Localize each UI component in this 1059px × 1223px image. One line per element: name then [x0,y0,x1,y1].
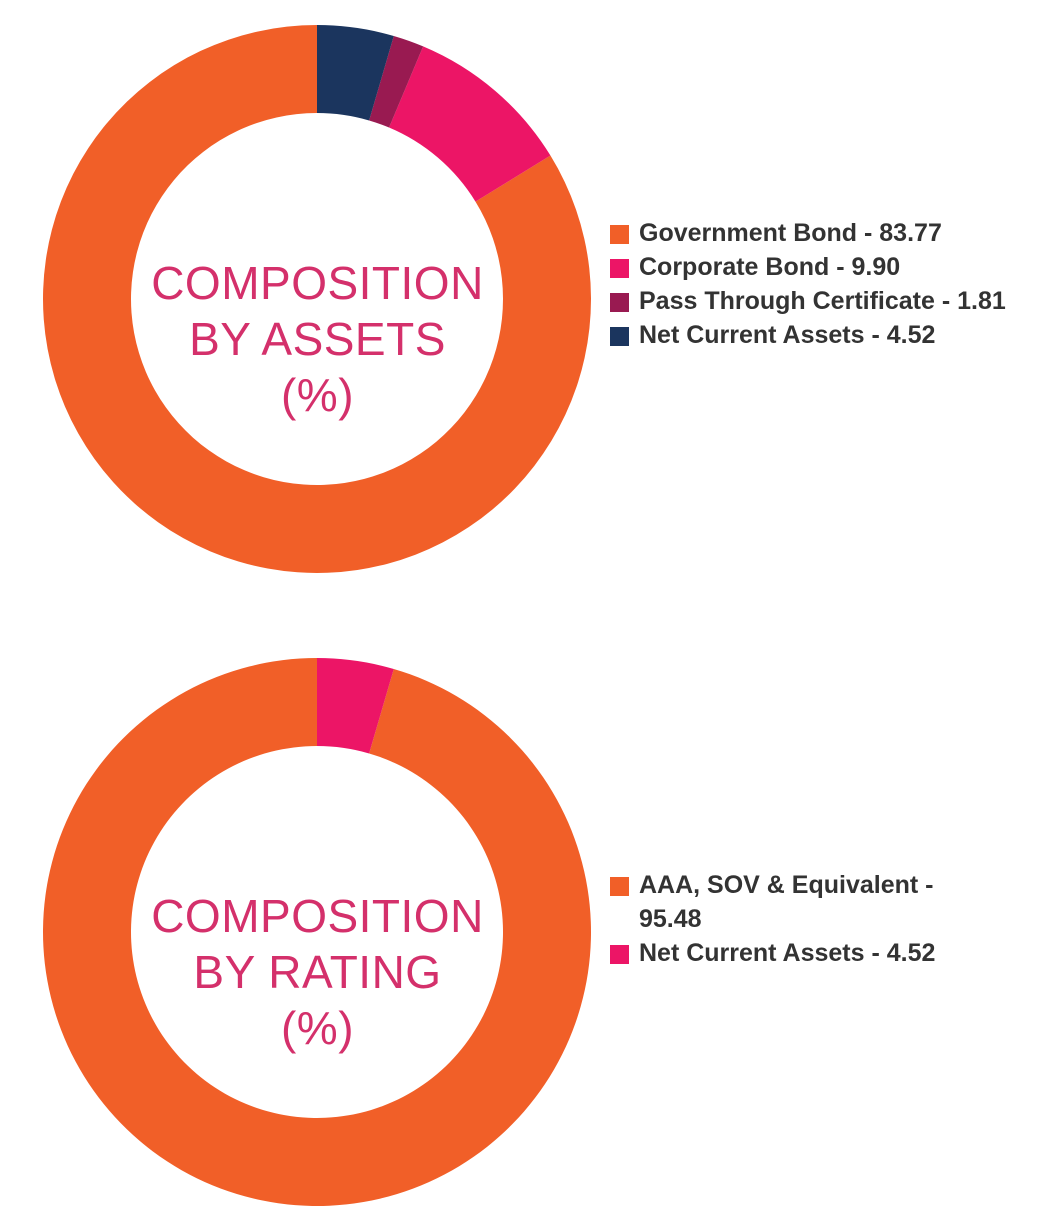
donut-slice [369,35,424,128]
assets-title-line-2: BY ASSETS [189,313,446,365]
assets-composition-chart: COMPOSITION BY ASSETS (%) Government Bon… [0,0,1059,600]
rating-composition-chart: COMPOSITION BY RATING (%) AAA, SOV & Equ… [0,630,1059,1223]
legend-item: Corporate Bond - 9.90 [610,250,1050,284]
legend-label: Net Current Assets - 4.52 [639,321,936,349]
donut-slice [317,658,394,754]
donut-slice [389,46,551,202]
legend-label: Net Current Assets - 4.52 [639,939,936,967]
legend-swatch [610,327,629,346]
legend-swatch [610,293,629,312]
assets-title-line-3: (%) [280,369,355,421]
legend-swatch [610,877,629,896]
donut-slice [317,25,394,121]
rating-title-line-3: (%) [280,1002,355,1054]
assets-chart-title: COMPOSITION BY ASSETS (%) [90,255,545,423]
rating-title-line-2: BY RATING [193,946,442,998]
rating-chart-title: COMPOSITION BY RATING (%) [90,888,545,1056]
legend-item: Government Bond - 83.77 [610,216,1050,250]
legend-item: Net Current Assets - 4.52 [610,318,1050,352]
legend-label: Pass Through Certificate - 1.81 [639,287,1006,315]
rating-legend: AAA, SOV & Equivalent - 95.48 Net Curren… [610,868,1050,970]
assets-donut [42,25,591,574]
rating-title-line-1: COMPOSITION [151,890,484,942]
donut-slice [42,25,591,574]
legend-swatch [610,225,629,244]
rating-donut [42,658,592,1206]
donut-slice [42,658,592,1206]
legend-swatch [610,945,629,964]
legend-label: AAA, SOV & Equivalent - 95.48 [639,871,934,933]
assets-legend: Government Bond - 83.77 Corporate Bond -… [610,216,1050,352]
legend-label: Government Bond - 83.77 [639,219,942,247]
legend-item: Net Current Assets - 4.52 [610,936,1050,970]
legend-item: Pass Through Certificate - 1.81 [610,284,1050,318]
legend-item: AAA, SOV & Equivalent - 95.48 [610,868,1050,936]
legend-swatch [610,259,629,278]
legend-label: Corporate Bond - 9.90 [639,253,901,281]
assets-title-line-1: COMPOSITION [151,257,484,309]
